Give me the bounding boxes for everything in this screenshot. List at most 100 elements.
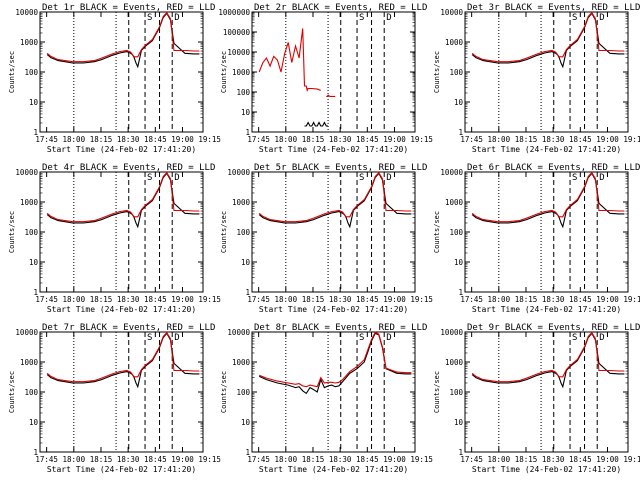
x-tick-label: 18:30 bbox=[329, 295, 352, 304]
x-tick-label: 19:15 bbox=[198, 135, 221, 144]
y-tick-label: 100000 bbox=[223, 28, 251, 37]
x-tick-label: 19:00 bbox=[383, 455, 406, 464]
x-tick-label: 19:15 bbox=[410, 295, 433, 304]
y-tick-label: 10000 bbox=[15, 328, 38, 337]
y-tick-label: 10 bbox=[241, 108, 251, 117]
x-tick-label: 17:45 bbox=[247, 135, 270, 144]
x-tick-label: 19:00 bbox=[596, 295, 619, 304]
x-tick-label: 19:00 bbox=[171, 295, 194, 304]
x-tick-label: 19:00 bbox=[596, 135, 619, 144]
y-axis-label: Counts/sec bbox=[8, 211, 16, 253]
marker-d: D bbox=[386, 333, 391, 343]
chart-panel-3: Det 3r BLACK = Events, RED = LLD 1 10 100 10… bbox=[433, 3, 640, 154]
x-tick-label: 19:15 bbox=[198, 295, 221, 304]
x-axis-label: Start Time (24-Feb-02 17:41:20) bbox=[259, 145, 408, 154]
y-tick-label: 1000 bbox=[20, 198, 39, 207]
chart-title: Det 8r BLACK = Events, RED = LLD bbox=[254, 323, 427, 333]
x-tick-label: 19:00 bbox=[171, 135, 194, 144]
y-axis-label: Counts/sec bbox=[220, 51, 228, 93]
y-tick-label: 1000 bbox=[445, 198, 464, 207]
x-tick-label: 17:45 bbox=[35, 455, 58, 464]
y-tick-label: 1000 bbox=[20, 358, 39, 367]
y-tick-label: 1 bbox=[458, 128, 463, 137]
x-tick-label: 18:15 bbox=[302, 455, 325, 464]
x-tick-label: 18:15 bbox=[302, 295, 325, 304]
series-lld-late bbox=[326, 94, 336, 97]
series-lld bbox=[259, 331, 412, 388]
y-tick-label: 100 bbox=[236, 88, 250, 97]
series-lld bbox=[258, 171, 412, 223]
y-tick-label: 10 bbox=[29, 418, 39, 427]
y-tick-label: 10000 bbox=[227, 168, 250, 177]
plot-frame bbox=[39, 11, 204, 133]
series-events bbox=[304, 121, 329, 127]
y-tick-label: 10 bbox=[454, 98, 464, 107]
x-tick-label: 18:15 bbox=[515, 135, 538, 144]
y-axis-label: Counts/sec bbox=[8, 371, 16, 413]
chart-title: Det 2r BLACK = Events, RED = LLD bbox=[254, 3, 427, 13]
y-tick-label: 100 bbox=[24, 228, 38, 237]
x-tick-label: 19:15 bbox=[623, 295, 640, 304]
y-tick-label: 1000 bbox=[232, 198, 251, 207]
marker-s: S bbox=[147, 333, 152, 343]
chart-panel-5: Det 5r BLACK = Events, RED = LLD 1 10 100 10… bbox=[220, 163, 433, 314]
x-tick-label: 18:30 bbox=[329, 455, 352, 464]
chart-title: Det 5r BLACK = Events, RED = LLD bbox=[254, 163, 427, 173]
x-tick-label: 19:00 bbox=[383, 295, 406, 304]
x-tick-label: 18:45 bbox=[569, 135, 592, 144]
marker-d: D bbox=[386, 173, 391, 183]
x-tick-label: 18:30 bbox=[542, 135, 565, 144]
y-axis-label: Counts/sec bbox=[8, 51, 16, 93]
x-tick-label: 17:45 bbox=[35, 135, 58, 144]
x-tick-label: 17:45 bbox=[35, 295, 58, 304]
x-tick-label: 18:15 bbox=[90, 295, 113, 304]
x-tick-label: 19:15 bbox=[623, 455, 640, 464]
chart-title: Det 1r BLACK = Events, RED = LLD bbox=[42, 3, 215, 13]
y-tick-label: 10000 bbox=[227, 328, 250, 337]
x-tick-label: 18:30 bbox=[329, 135, 352, 144]
plot-frame bbox=[251, 171, 416, 293]
marker-d: D bbox=[174, 13, 179, 23]
y-tick-label: 10 bbox=[454, 418, 464, 427]
x-tick-label: 17:45 bbox=[247, 295, 270, 304]
y-tick-label: 10 bbox=[29, 258, 39, 267]
chart-title: Det 3r BLACK = Events, RED = LLD bbox=[467, 3, 640, 13]
y-tick-label: 1000 bbox=[20, 38, 39, 47]
x-tick-label: 19:15 bbox=[410, 135, 433, 144]
y-tick-label: 1 bbox=[33, 288, 38, 297]
series-lld bbox=[46, 171, 200, 223]
y-tick-label: 10 bbox=[29, 98, 39, 107]
y-tick-label: 1 bbox=[33, 448, 38, 457]
chart-panel-8: Det 8r BLACK = Events, RED = LLD 1 10 100 10… bbox=[220, 323, 433, 474]
y-tick-label: 10 bbox=[454, 258, 464, 267]
x-axis-label: Start Time (24-Feb-02 17:41:20) bbox=[47, 145, 196, 154]
marker-d: D bbox=[174, 173, 179, 183]
y-tick-label: 1000000 bbox=[218, 8, 250, 17]
marker-s: S bbox=[572, 13, 577, 23]
x-tick-label: 18:00 bbox=[63, 135, 86, 144]
y-tick-label: 100 bbox=[24, 388, 38, 397]
marker-s: S bbox=[147, 13, 152, 23]
x-axis-label: Start Time (24-Feb-02 17:41:20) bbox=[472, 145, 621, 154]
y-tick-label: 100 bbox=[24, 68, 38, 77]
y-axis-label: Counts/sec bbox=[433, 371, 441, 413]
chart-title: Det 4r BLACK = Events, RED = LLD bbox=[42, 163, 215, 173]
plot-frame bbox=[251, 331, 416, 453]
marker-d: D bbox=[174, 333, 179, 343]
y-tick-label: 1000 bbox=[445, 38, 464, 47]
x-tick-label: 18:00 bbox=[63, 455, 86, 464]
x-tick-label: 19:00 bbox=[171, 455, 194, 464]
x-axis-label: Start Time (24-Feb-02 17:41:20) bbox=[47, 465, 196, 474]
chart-panel-2: Det 2r BLACK = Events, RED = LLD 1 10 100 10… bbox=[218, 3, 433, 154]
y-tick-label: 10000 bbox=[15, 8, 38, 17]
marker-s: S bbox=[147, 173, 152, 183]
y-tick-label: 1 bbox=[33, 128, 38, 137]
x-tick-label: 19:15 bbox=[410, 455, 433, 464]
x-tick-label: 17:45 bbox=[247, 455, 270, 464]
x-axis-label: Start Time (24-Feb-02 17:41:20) bbox=[472, 305, 621, 314]
x-tick-label: 18:00 bbox=[488, 455, 511, 464]
series-lld bbox=[471, 11, 625, 63]
chart-panel-6: Det 6r BLACK = Events, RED = LLD 1 10 100 10… bbox=[433, 163, 640, 314]
marker-d: D bbox=[599, 333, 604, 343]
y-tick-label: 10000 bbox=[15, 168, 38, 177]
